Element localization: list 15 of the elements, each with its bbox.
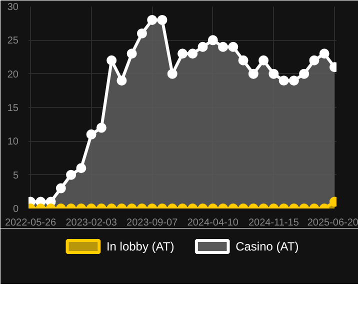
x-tick-label: 2024-04-10	[187, 218, 239, 228]
x-tick-label: 2022-05-26	[4, 218, 57, 228]
y-tick-label: 10	[7, 136, 19, 148]
x-tick-label: 2023-02-03	[66, 218, 118, 228]
y-tick-label: 0	[12, 204, 19, 215]
y-tick-label: 25	[7, 36, 19, 47]
y-tick-label: 30	[7, 2, 19, 13]
x-tick-label: 2025-06-20	[307, 218, 358, 228]
x-tick-label: 2023-09-07	[126, 218, 178, 228]
y-tick-label: 5	[12, 170, 19, 182]
legend-label: Casino (AT)	[236, 240, 299, 254]
legend-label: In lobby (AT)	[106, 240, 174, 254]
y-tick-label: 15	[7, 103, 19, 114]
x-tick-label: 2024-11-15	[248, 218, 300, 228]
y-tick-label: 20	[7, 69, 19, 80]
